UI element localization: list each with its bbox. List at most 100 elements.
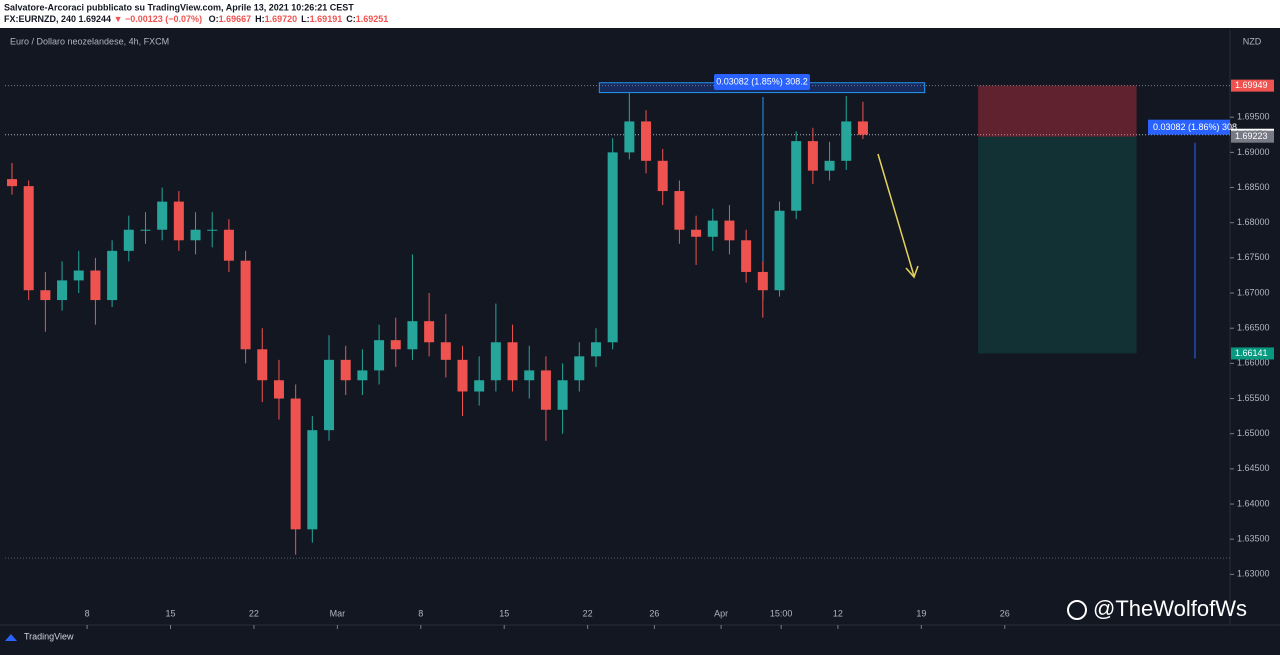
x-tick-label: 12 (833, 608, 843, 618)
candle-body (190, 229, 201, 241)
x-tick-label: 8 (85, 608, 90, 618)
candle-body (407, 321, 418, 350)
candle-body (707, 220, 718, 237)
y-tick-label: 1.66000 (1237, 358, 1270, 368)
candle-body (841, 121, 852, 161)
x-tick-label: 19 (916, 608, 926, 618)
ohlc-label: C: (346, 14, 356, 24)
header-bar (0, 0, 1280, 28)
candle-body (357, 370, 368, 381)
candle-body (223, 229, 234, 261)
stop-zone (978, 85, 1137, 137)
target-zone (978, 136, 1137, 354)
y-tick-label: 1.68000 (1237, 217, 1270, 227)
chart-title: Euro / Dollaro neozelandese, 4h, FXCM (10, 36, 169, 46)
candle-body (23, 186, 34, 291)
candle-body (374, 340, 385, 371)
y-tick-label: 1.69500 (1237, 112, 1270, 122)
candle-body (207, 229, 218, 231)
watermark-icon (1067, 600, 1087, 620)
candle-body (490, 342, 501, 381)
ohlc-value: 1.69251 (356, 14, 389, 24)
watermark: @TheWolfofWs (1093, 596, 1247, 621)
candle-body (290, 398, 301, 530)
ohlc-value: 1.69720 (265, 14, 298, 24)
candle-body (741, 240, 752, 272)
y-tick-label: 1.69000 (1237, 147, 1270, 157)
price-tag: 1.69223 (1235, 131, 1268, 141)
y-tick-label: 1.66500 (1237, 323, 1270, 333)
range-label-bg (714, 74, 810, 90)
footer: TradingView @TheWolfofWs (5, 596, 1247, 641)
arrow (877, 153, 915, 277)
candle-body (257, 349, 268, 381)
x-tick-label: 15:00 (770, 608, 793, 618)
candle-body (457, 359, 468, 392)
y-tick-label: 1.67000 (1237, 287, 1270, 297)
candle-body (107, 250, 118, 301)
candle-body (574, 356, 585, 381)
y-tick-label: 1.64500 (1237, 463, 1270, 473)
price-tag: 1.66141 (1235, 348, 1268, 358)
x-tick-label: 15 (166, 608, 176, 618)
candle-body (657, 160, 668, 192)
x-tick-label: 22 (583, 608, 593, 618)
y-tick-label: 1.64000 (1237, 498, 1270, 508)
candle-body (791, 141, 802, 211)
currency: NZD (1243, 36, 1262, 46)
arrow-head (905, 265, 919, 279)
ohlc-label: L: (301, 14, 310, 24)
candle-body (123, 229, 134, 251)
candle-body (173, 201, 184, 241)
price-tag: 1.69949 (1235, 80, 1268, 90)
candle-body (590, 342, 601, 357)
logo (5, 634, 17, 641)
candle-body (474, 380, 485, 392)
candle-body (774, 210, 785, 291)
y-tick-label: 1.65500 (1237, 393, 1270, 403)
x-tick-label: 15 (499, 608, 509, 618)
candle-body (73, 270, 84, 281)
candle-body (607, 152, 618, 343)
candle-body (557, 380, 568, 410)
candle-body (157, 201, 168, 230)
candle-body (240, 260, 251, 350)
candle-body (140, 229, 151, 231)
candle-body (440, 342, 451, 360)
ohlc-label: O: (209, 14, 219, 24)
candle-body (757, 271, 768, 291)
price-tag-bg (1231, 347, 1274, 360)
candle-body (40, 290, 51, 301)
candle-body (390, 340, 401, 350)
candle-body (674, 191, 685, 230)
y-tick-label: 1.65000 (1237, 428, 1270, 438)
candle-body (507, 342, 518, 381)
candle-body (540, 370, 551, 410)
x-tick-label: 26 (649, 608, 659, 618)
price-tag-bg (1231, 79, 1274, 92)
candle-body (524, 370, 535, 381)
candle-body (824, 160, 835, 171)
candle-body (641, 121, 652, 161)
symbol: FX:EURNZD, 240 (4, 14, 76, 24)
footer-text: TradingView (24, 631, 74, 641)
candle-body (807, 141, 818, 171)
candle-body (724, 220, 735, 241)
candle-body (624, 121, 635, 153)
change: ▼ −0.00123 (−0.07%) (114, 14, 202, 24)
y-tick-label: 1.67500 (1237, 252, 1270, 262)
ohlc-label: H: (255, 14, 265, 24)
measure-label-bg (1148, 119, 1230, 135)
candle-body (273, 380, 284, 399)
candle-body (57, 280, 68, 301)
candle-body (90, 270, 101, 301)
author-line: Salvatore-Arcoraci pubblicato su Trading… (4, 2, 354, 12)
symbol-line: FX:EURNZD, 240 1.69244 ▼ −0.00123 (−0.07… (4, 14, 388, 24)
y-tick-label: 1.63000 (1237, 569, 1270, 579)
candle-body (424, 321, 435, 343)
ohlc-value: 1.69191 (310, 14, 343, 24)
x-tick-label: 22 (249, 608, 259, 618)
last: 1.69244 (79, 14, 112, 24)
